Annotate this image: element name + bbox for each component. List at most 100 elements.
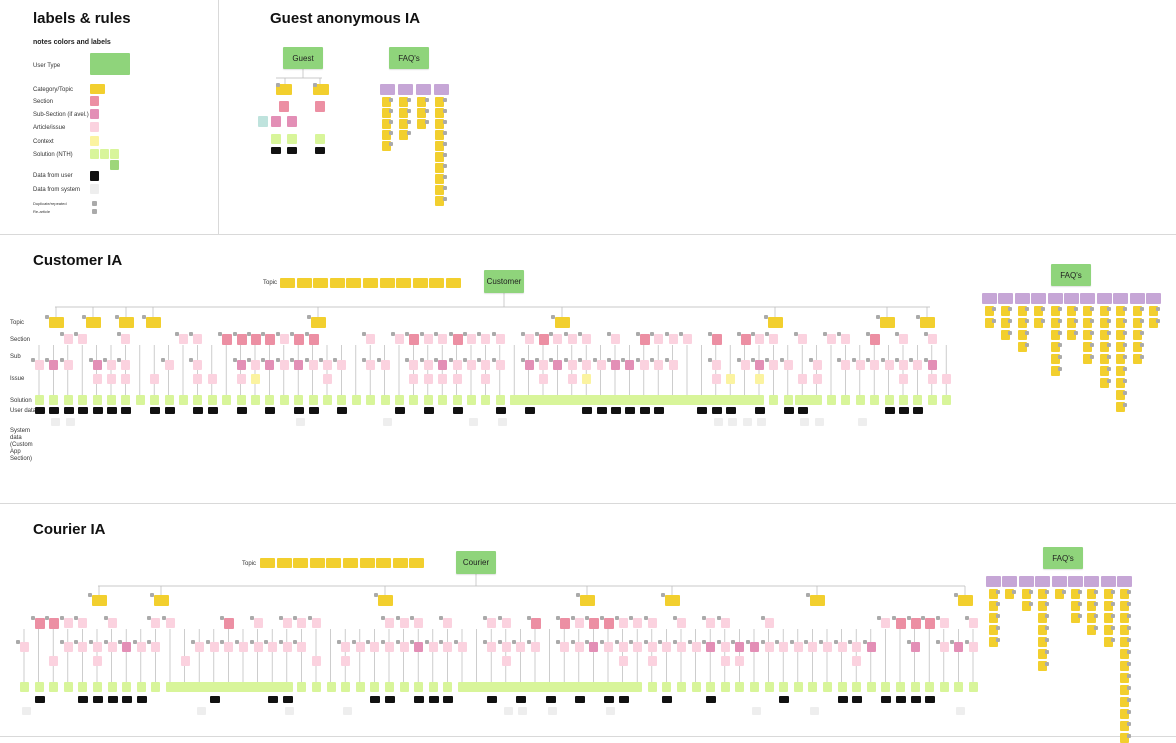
issue-note bbox=[428, 642, 438, 652]
topic-strip-note bbox=[296, 278, 312, 288]
faq-item-note bbox=[399, 108, 408, 118]
issue-note bbox=[939, 642, 949, 652]
duplicate-marker bbox=[621, 358, 626, 362]
duplicate-marker bbox=[115, 315, 119, 319]
faq-item-note bbox=[985, 306, 994, 316]
faq-item-note bbox=[1116, 402, 1126, 412]
duplicate-marker bbox=[290, 332, 295, 336]
user-data-note bbox=[265, 407, 276, 414]
issue-note bbox=[268, 642, 278, 652]
issue-note bbox=[341, 656, 351, 666]
issue-note bbox=[399, 618, 409, 628]
duplicate-marker bbox=[906, 616, 911, 620]
issue-note bbox=[954, 642, 964, 652]
issue-note bbox=[531, 642, 540, 652]
legend-swatch-duplicate bbox=[92, 201, 97, 206]
topic-strip-note bbox=[396, 278, 412, 288]
duplicate-marker bbox=[376, 358, 381, 362]
issue-note bbox=[750, 642, 759, 652]
section-note bbox=[639, 334, 650, 345]
duplicate-marker bbox=[443, 98, 447, 102]
duplicate-marker bbox=[643, 616, 648, 620]
duplicate-marker bbox=[520, 358, 525, 362]
duplicate-marker bbox=[866, 332, 871, 336]
customer-row-label-sub: Sub bbox=[10, 354, 21, 360]
duplicate-marker bbox=[880, 358, 885, 362]
duplicate-marker bbox=[1123, 319, 1128, 323]
duplicate-marker bbox=[716, 640, 721, 644]
faq-item-note bbox=[985, 318, 994, 328]
system-data-note bbox=[22, 707, 31, 715]
duplicate-marker bbox=[419, 358, 424, 362]
duplicate-marker bbox=[443, 186, 447, 190]
duplicate-marker bbox=[74, 640, 79, 644]
duplicate-marker bbox=[996, 602, 1000, 606]
duplicate-marker bbox=[1127, 686, 1132, 690]
duplicate-marker bbox=[175, 332, 179, 336]
faq-item-note bbox=[1017, 342, 1027, 352]
topic-strip-note bbox=[343, 558, 358, 568]
issue-note bbox=[409, 374, 419, 384]
faq-item-note bbox=[435, 141, 444, 151]
duplicate-marker bbox=[278, 640, 283, 644]
duplicate-marker bbox=[218, 332, 223, 336]
legend-swatch-user-type bbox=[90, 53, 130, 75]
duplicate-marker bbox=[702, 640, 707, 644]
duplicate-marker bbox=[1024, 331, 1029, 335]
issue-note bbox=[282, 642, 292, 652]
user-data-note bbox=[618, 696, 629, 703]
solution-note bbox=[884, 395, 894, 405]
duplicate-marker bbox=[443, 153, 447, 157]
faq-header-note bbox=[1014, 293, 1030, 304]
issue-note bbox=[720, 642, 730, 652]
duplicate-marker bbox=[1090, 343, 1095, 347]
issue-note bbox=[452, 374, 462, 384]
faq-item-note bbox=[399, 130, 408, 140]
issue-note bbox=[639, 360, 649, 370]
solution-note bbox=[881, 682, 891, 692]
duplicate-marker bbox=[789, 640, 794, 644]
solution-note bbox=[150, 395, 160, 405]
duplicate-marker bbox=[1028, 590, 1033, 594]
issue-note bbox=[107, 642, 117, 652]
solution-band-note bbox=[795, 395, 815, 405]
solution-note bbox=[720, 682, 730, 692]
issue-note bbox=[720, 656, 730, 666]
legend-swatch-system-data bbox=[90, 184, 99, 194]
issue-note bbox=[677, 642, 686, 652]
duplicate-marker bbox=[614, 616, 619, 620]
duplicate-marker bbox=[31, 358, 35, 362]
duplicate-marker bbox=[407, 109, 411, 113]
issue-note bbox=[662, 642, 672, 652]
faq-item-note bbox=[1149, 306, 1158, 316]
user-data-note bbox=[574, 696, 585, 703]
solution-note bbox=[841, 395, 851, 405]
issue-note bbox=[63, 642, 73, 652]
user-data-note bbox=[207, 407, 218, 414]
issue-note bbox=[735, 656, 745, 666]
faq-item-note bbox=[1087, 589, 1097, 599]
duplicate-marker bbox=[424, 640, 429, 644]
duplicate-marker bbox=[381, 640, 385, 644]
issue-note bbox=[812, 374, 822, 384]
faq-item-note bbox=[1132, 318, 1142, 328]
section-note bbox=[49, 618, 60, 629]
duplicate-marker bbox=[1094, 614, 1099, 618]
guest-faq-note: FAQ's bbox=[389, 47, 429, 69]
faq-header-note bbox=[398, 84, 413, 95]
solution-note bbox=[251, 395, 260, 405]
duplicate-marker bbox=[614, 640, 619, 644]
user-data-note bbox=[193, 407, 204, 414]
duplicate-marker bbox=[189, 332, 194, 336]
duplicate-marker bbox=[823, 332, 827, 336]
solution-note bbox=[380, 395, 390, 405]
duplicate-marker bbox=[425, 109, 429, 113]
faq-item-note bbox=[1038, 661, 1048, 671]
duplicate-marker bbox=[389, 109, 393, 113]
issue-note bbox=[495, 334, 505, 344]
duplicate-marker bbox=[1045, 602, 1050, 606]
issue-note bbox=[438, 334, 448, 344]
solution-note bbox=[495, 395, 505, 405]
solution-note bbox=[49, 682, 59, 692]
